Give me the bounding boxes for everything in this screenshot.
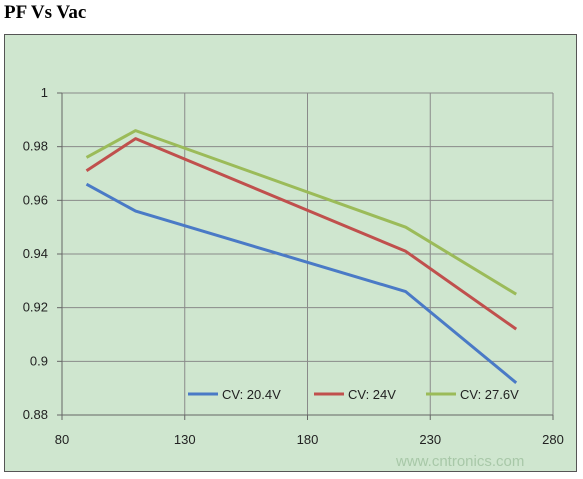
y-tick-label: 0.9: [30, 353, 48, 368]
legend-label: CV: 20.4V: [222, 387, 281, 402]
y-tick-label: 0.96: [23, 192, 48, 207]
y-tick-label: 0.94: [23, 246, 48, 261]
y-tick-label: 1: [41, 85, 48, 100]
x-tick-label: 280: [542, 432, 564, 447]
series-layer: [85, 129, 518, 384]
series-line-2: [85, 137, 518, 331]
grid-layer: [61, 92, 554, 416]
watermark-text: www.cntronics.com: [395, 453, 524, 470]
chart-title: PF Vs Vac: [4, 2, 87, 23]
chart-frame: [4, 34, 577, 472]
x-tick-label: 230: [419, 432, 441, 447]
x-tick-label: 80: [55, 432, 69, 447]
x-tick-label: 180: [297, 432, 319, 447]
series-line-3: [85, 129, 517, 296]
y-tick-label: 0.92: [23, 300, 48, 315]
x-tick-label: 130: [174, 432, 196, 447]
y-tick-label: 0.88: [23, 407, 48, 422]
legend-label: CV: 24V: [348, 387, 396, 402]
series-line-1: [85, 182, 518, 384]
legend-label: CV: 27.6V: [460, 387, 519, 402]
legend: CV: 20.4V CV: 24V CV: 27.6V: [188, 387, 519, 402]
y-tick-label: 0.98: [23, 139, 48, 154]
